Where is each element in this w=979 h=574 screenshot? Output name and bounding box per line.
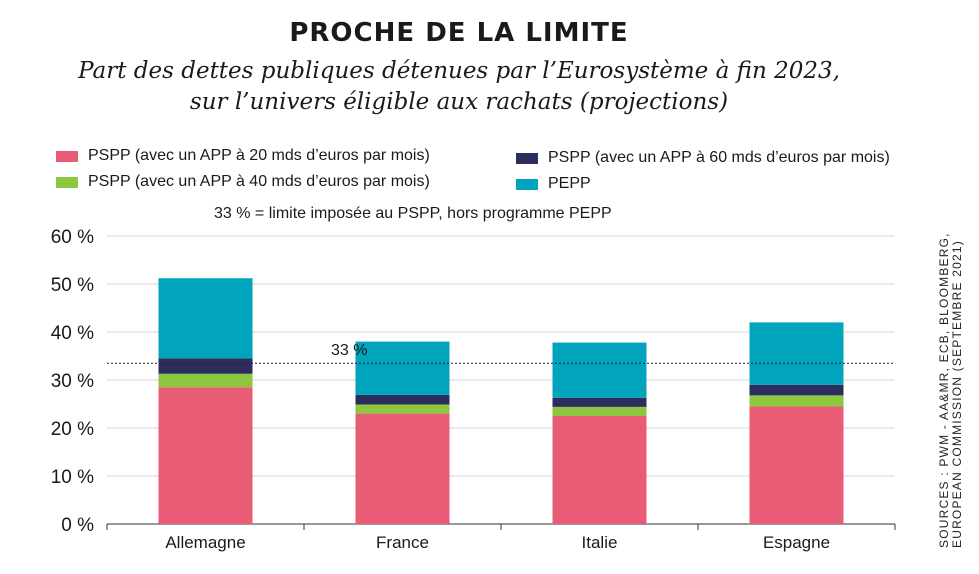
limit-reference-label: 33 %: [331, 342, 367, 359]
bar-segment-4: [552, 342, 647, 398]
legend-swatch-pspp20: [56, 150, 78, 162]
legend-label-pspp20: PSPP (avec un APP à 20 mds d’euros par m…: [88, 147, 430, 164]
y-tick-label: 60 %: [51, 227, 94, 248]
y-tick-label: 0 %: [61, 515, 94, 536]
limit-note: 33 % = limite imposée au PSPP, hors prog…: [214, 205, 612, 222]
bar-segment-1: [749, 406, 844, 524]
chart-subtitle-line-1: Part des dettes publiques détenues par l…: [78, 58, 840, 84]
bar-segment-4: [158, 278, 253, 359]
bar-segment-2: [355, 404, 450, 414]
bar-segment-1: [552, 416, 647, 524]
chart-subtitle-line-2: sur l’univers éligible aux rachats (proj…: [189, 89, 729, 115]
bar-segment-3: [552, 397, 647, 407]
sources-note: SOURCES : PWM - AA&MR, ECB, BLOOMBERG, E…: [937, 218, 964, 548]
x-category-label: Allemagne: [165, 533, 245, 552]
legend-label-pepp: PEPP: [548, 175, 591, 192]
bar-segment-2: [552, 406, 647, 416]
bar-segment-4: [749, 322, 844, 385]
y-tick-label: 10 %: [51, 467, 94, 488]
legend-label-pspp40: PSPP (avec un APP à 40 mds d’euros par m…: [88, 173, 430, 190]
bar-segment-2: [158, 373, 253, 388]
y-tick-label: 40 %: [51, 323, 94, 344]
legend-swatch-pspp40: [56, 176, 78, 188]
bar-segment-3: [158, 358, 253, 374]
bar-segment-1: [158, 387, 253, 524]
legend-swatch-pepp: [516, 178, 538, 190]
chart-title: PROCHE DE LA LIMITE: [289, 18, 629, 48]
legend-item-pspp40: PSPP (avec un APP à 40 mds d’euros par m…: [56, 173, 430, 191]
y-tick-label: 20 %: [51, 419, 94, 440]
bar-segment-4: [355, 341, 450, 395]
bar-segment-1: [355, 413, 450, 524]
x-category-label: Espagne: [763, 533, 830, 552]
y-tick-label: 30 %: [51, 371, 94, 392]
sources-line-2: EUROPEAN COMMISSION (SEPTEMBRE 2021): [950, 240, 964, 548]
legend-item-pspp20: PSPP (avec un APP à 20 mds d’euros par m…: [56, 147, 430, 165]
legend-item-pspp60: PSPP (avec un APP à 60 mds d’euros par m…: [516, 149, 890, 167]
bar-segment-3: [749, 384, 844, 396]
x-category-label: Italie: [582, 533, 618, 552]
bar-segment-3: [355, 394, 450, 405]
legend-swatch-pspp60: [516, 152, 538, 164]
legend-item-pepp: PEPP: [516, 175, 591, 193]
legend-label-pspp60: PSPP (avec un APP à 60 mds d’euros par m…: [548, 149, 890, 166]
bar-segment-2: [749, 395, 844, 407]
x-category-label: France: [376, 533, 429, 552]
y-tick-label: 50 %: [51, 275, 94, 296]
